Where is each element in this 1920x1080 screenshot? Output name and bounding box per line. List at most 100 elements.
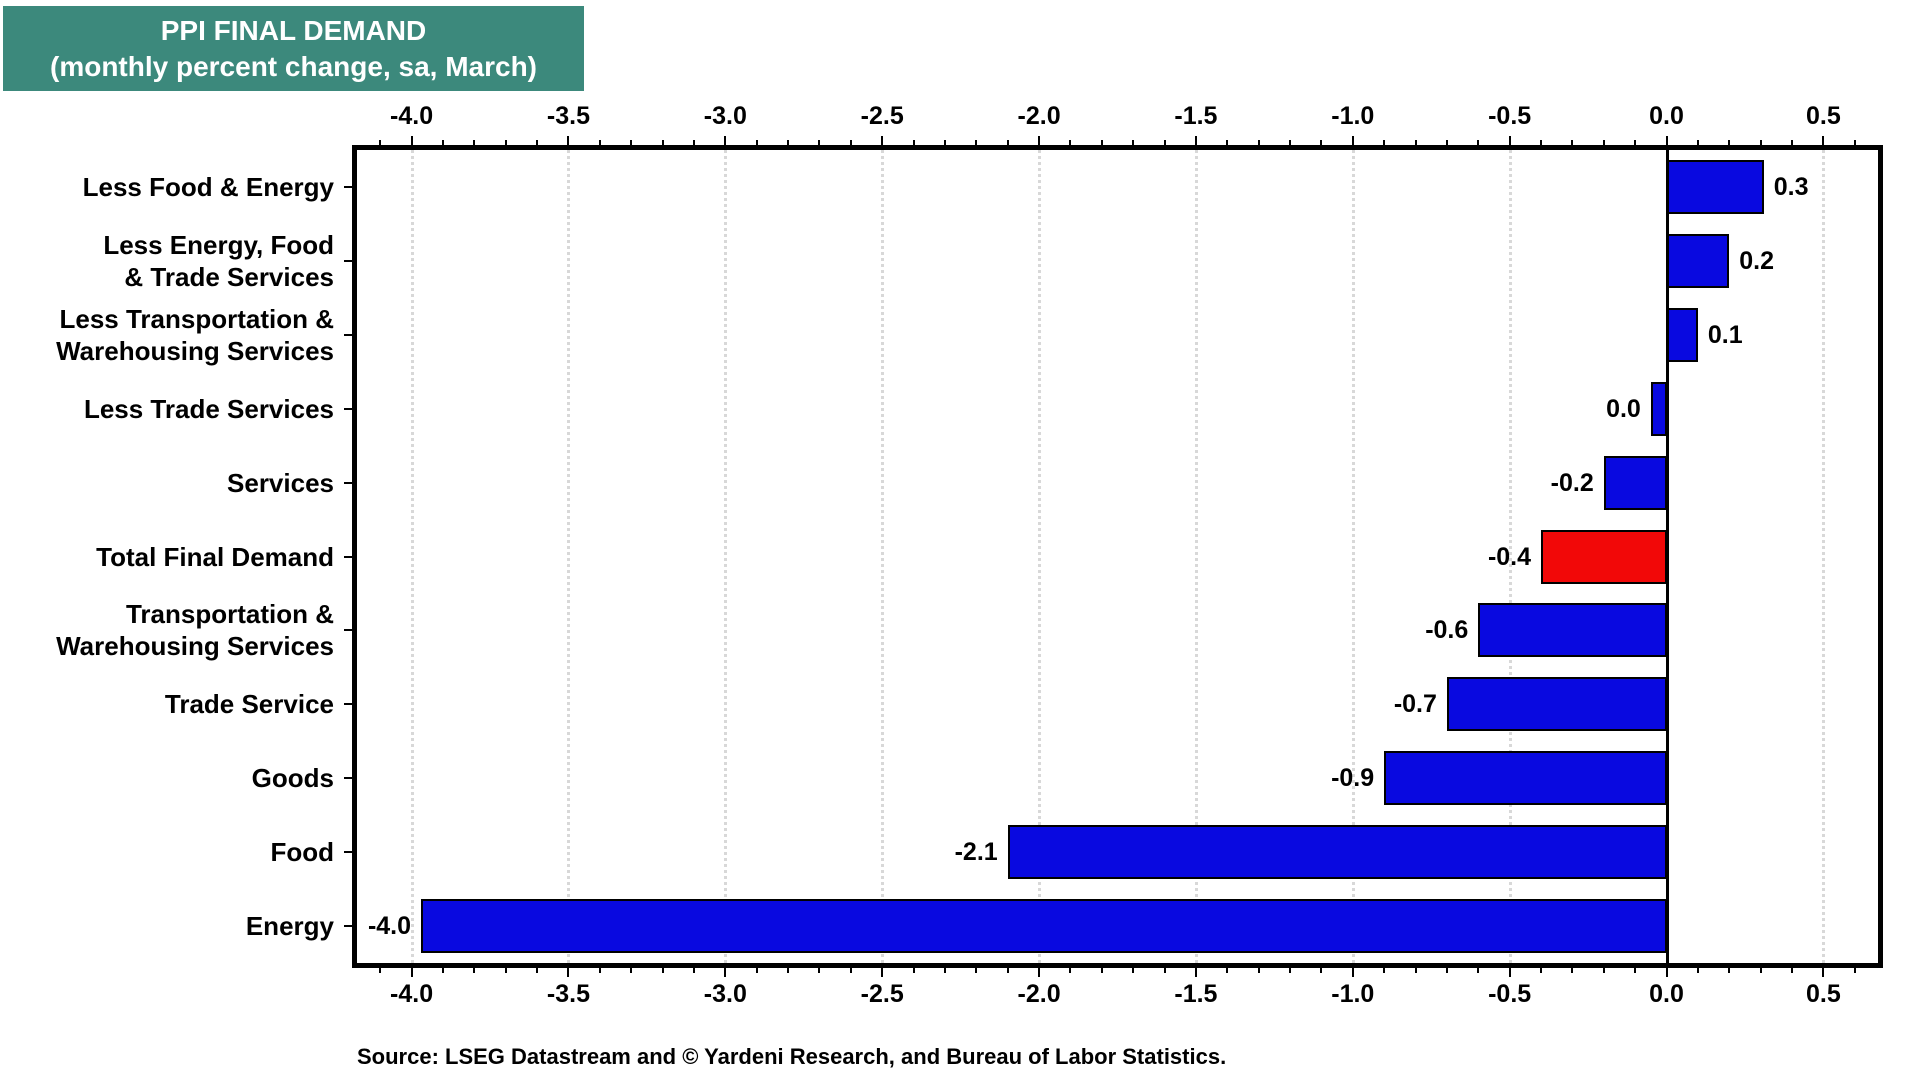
x-axis-tick xyxy=(1100,968,1103,973)
gridline xyxy=(1508,150,1512,963)
x-axis-tick xyxy=(1665,968,1668,977)
gridline xyxy=(881,150,885,963)
bar xyxy=(1541,529,1667,584)
x-axis-tick xyxy=(912,140,915,145)
x-axis-tick xyxy=(1100,140,1103,145)
x-tick-label: -3.0 xyxy=(703,980,747,1008)
x-axis-tick xyxy=(1257,140,1260,145)
bar xyxy=(421,899,1667,954)
x-axis-tick xyxy=(1508,968,1511,977)
x-axis-tick xyxy=(1069,140,1072,145)
x-tick-label: -3.5 xyxy=(546,980,591,1008)
category-label: Trade Service xyxy=(164,689,334,720)
x-axis-tick xyxy=(1822,968,1825,977)
x-axis-tick xyxy=(787,140,790,145)
x-axis-tick xyxy=(536,968,539,973)
x-axis-tick xyxy=(473,968,476,973)
category-label: Food xyxy=(270,837,334,868)
y-axis-tick xyxy=(344,407,352,410)
x-axis-tick xyxy=(1257,968,1260,973)
x-axis-tick xyxy=(1383,140,1386,145)
x-axis-tick xyxy=(818,968,821,973)
x-axis-tick xyxy=(1540,140,1543,145)
x-axis-tick xyxy=(1194,136,1197,145)
bar xyxy=(1666,233,1730,288)
bar-value-label: -4.0 xyxy=(367,912,412,941)
x-axis-tick xyxy=(473,140,476,145)
y-axis-tick xyxy=(344,481,352,484)
x-axis-tick xyxy=(1508,136,1511,145)
y-axis-tick xyxy=(344,333,352,336)
x-axis-tick xyxy=(379,140,382,145)
x-axis-tick xyxy=(1320,140,1323,145)
gridline xyxy=(567,150,571,963)
x-tick-label: -2.5 xyxy=(860,102,904,130)
x-tick-label: -4.0 xyxy=(390,102,434,130)
x-tick-label: 0.0 xyxy=(1649,102,1684,130)
bar-value-label: -0.4 xyxy=(1487,542,1532,571)
x-axis-tick xyxy=(598,140,601,145)
x-axis-tick xyxy=(567,968,570,977)
x-axis-tick xyxy=(410,136,413,145)
x-axis-tick xyxy=(1132,140,1135,145)
x-axis-tick xyxy=(441,968,444,973)
x-tick-label: -1.5 xyxy=(1174,102,1218,130)
x-tick-label: -2.5 xyxy=(860,980,904,1008)
bar-value-label: 0.0 xyxy=(1606,394,1641,423)
gridline xyxy=(1194,150,1198,963)
y-axis-tick xyxy=(344,703,352,706)
chart-title: PPI FINAL DEMAND xyxy=(160,14,427,46)
bar xyxy=(1603,455,1667,510)
x-axis-tick xyxy=(1791,968,1794,973)
chart-subtitle: (monthly percent change, sa, March) xyxy=(50,50,537,82)
y-axis-tick xyxy=(344,185,352,188)
x-axis-tick xyxy=(1351,968,1354,977)
category-label: Total Final Demand xyxy=(96,541,334,572)
x-axis-tick xyxy=(1289,968,1292,973)
x-axis-tick xyxy=(1069,968,1072,973)
x-axis-tick xyxy=(724,136,727,145)
zero-line xyxy=(1665,150,1669,963)
x-axis-tick xyxy=(1728,968,1731,973)
x-axis-tick xyxy=(441,140,444,145)
x-tick-label: -1.0 xyxy=(1331,102,1375,130)
x-axis-tick xyxy=(881,136,884,145)
x-axis-tick xyxy=(1759,968,1762,973)
x-axis-tick xyxy=(410,968,413,977)
x-tick-label: -1.5 xyxy=(1174,980,1218,1008)
x-axis-tick xyxy=(975,968,978,973)
bar xyxy=(1384,751,1667,806)
category-label: Less Food & Energy xyxy=(82,171,334,202)
x-axis-tick xyxy=(536,140,539,145)
x-tick-label: -2.0 xyxy=(1017,980,1061,1008)
gridline xyxy=(724,150,728,963)
x-tick-label: -2.0 xyxy=(1017,102,1061,130)
x-tick-label: -3.0 xyxy=(703,102,747,130)
x-axis-tick xyxy=(1759,140,1762,145)
x-axis-tick xyxy=(630,968,633,973)
bar-value-label: -0.9 xyxy=(1331,764,1375,793)
gridline xyxy=(410,150,414,963)
x-tick-label: 0.5 xyxy=(1806,980,1841,1008)
x-axis-tick xyxy=(818,140,821,145)
x-axis-tick xyxy=(1853,968,1856,973)
x-axis-tick xyxy=(1540,968,1543,973)
bar-value-label: 0.3 xyxy=(1773,172,1809,201)
x-axis-tick xyxy=(943,968,946,973)
x-axis-tick xyxy=(598,968,601,973)
x-axis-tick xyxy=(1665,136,1668,145)
x-axis-tick xyxy=(849,140,852,145)
x-axis-tick xyxy=(1696,968,1699,973)
x-axis-tick xyxy=(567,136,570,145)
bar-value-label: -0.7 xyxy=(1393,690,1437,719)
y-axis-tick xyxy=(344,851,352,854)
bar xyxy=(1478,603,1667,658)
category-label: Less Trade Services xyxy=(83,393,334,424)
x-tick-label: -0.5 xyxy=(1488,102,1532,130)
x-axis-tick xyxy=(787,968,790,973)
x-axis-tick xyxy=(943,140,946,145)
x-axis-tick xyxy=(1320,968,1323,973)
x-axis-tick xyxy=(1163,140,1166,145)
y-axis-tick xyxy=(344,777,352,780)
x-axis-tick xyxy=(1194,968,1197,977)
